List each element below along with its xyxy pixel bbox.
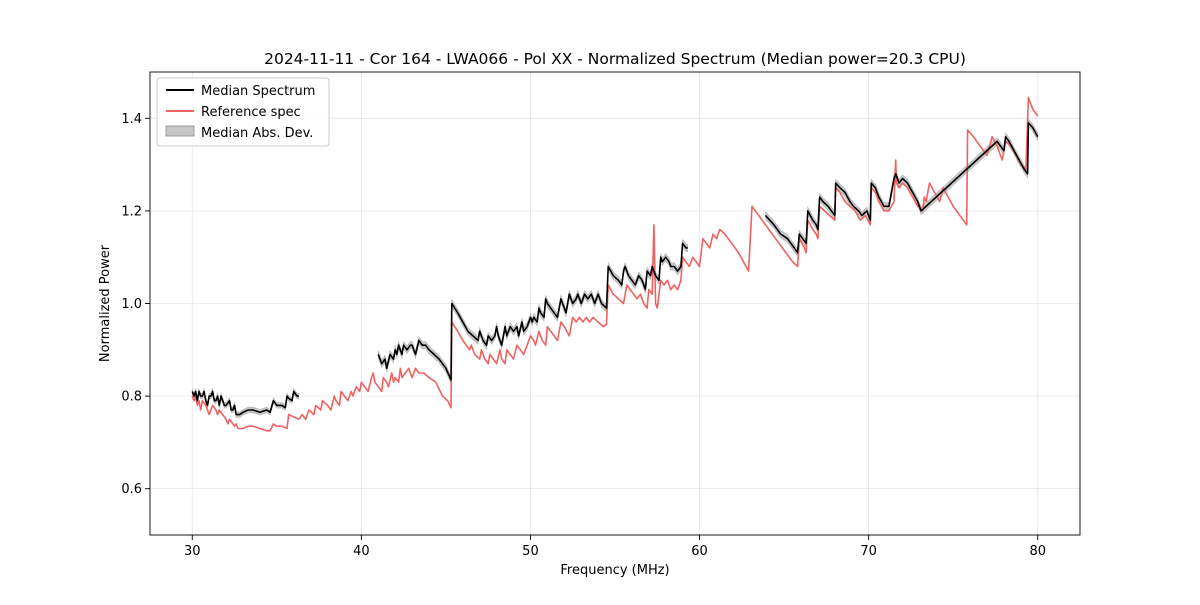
y-axis-ticks: 0.6 0.8 1.0 1.2 1.4 xyxy=(121,112,150,497)
x-tick-label: 40 xyxy=(353,544,370,559)
median-spectrum-layer xyxy=(191,122,1039,416)
x-axis-label: Frequency (MHz) xyxy=(560,563,669,578)
legend-median-label: Median Spectrum xyxy=(201,84,315,99)
legend-mad-label: Median Abs. Dev. xyxy=(201,126,313,141)
x-tick-label: 30 xyxy=(184,544,201,559)
grid-lines xyxy=(150,72,1080,535)
reference-spec-layer xyxy=(191,96,1039,432)
legend-mad-swatch xyxy=(165,125,195,137)
y-tick-label: 0.8 xyxy=(121,390,142,405)
y-tick-label: 0.6 xyxy=(121,482,142,497)
median-spectrum-line xyxy=(377,242,688,381)
chart-title: 2024-11-11 - Cor 164 - LWA066 - Pol XX -… xyxy=(264,50,966,68)
x-tick-label: 80 xyxy=(1029,544,1046,559)
x-axis-ticks: 30 40 50 60 70 80 xyxy=(184,535,1046,559)
legend: Median Spectrum Reference spec Median Ab… xyxy=(156,77,330,147)
x-tick-label: 70 xyxy=(860,544,877,559)
y-tick-label: 1.0 xyxy=(121,297,142,312)
y-tick-label: 1.2 xyxy=(121,204,142,219)
legend-box xyxy=(156,77,330,147)
y-tick-label: 1.4 xyxy=(121,112,142,127)
median-spectrum-line xyxy=(191,390,299,416)
median-spectrum-line xyxy=(764,122,1039,254)
y-axis-label: Normalized Power xyxy=(98,244,113,362)
x-tick-label: 50 xyxy=(522,544,539,559)
reference-spec-line xyxy=(191,96,1039,432)
x-tick-label: 60 xyxy=(691,544,708,559)
legend-reference-label: Reference spec xyxy=(201,105,301,120)
